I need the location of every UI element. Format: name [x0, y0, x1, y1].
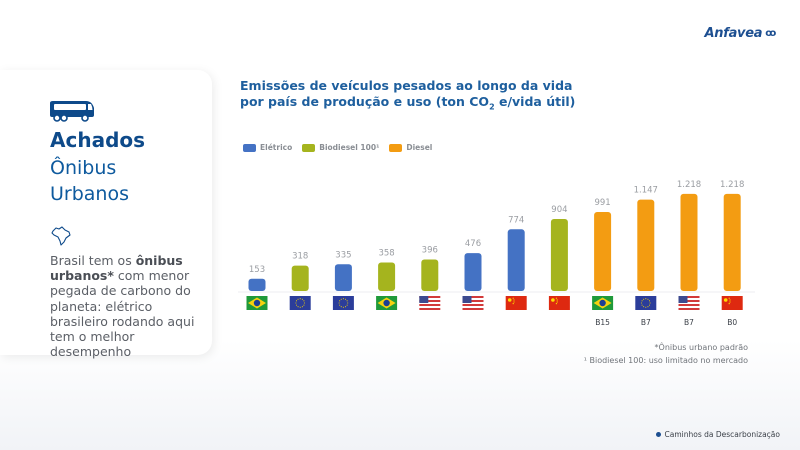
fuel-blend-label: B7: [684, 318, 694, 327]
legend-item-eletrico: Elétrico: [243, 143, 292, 152]
footer-text: Caminhos da Descarbonização: [664, 430, 780, 439]
legend-swatch-biodiesel: [302, 143, 316, 152]
bar-value-label: 476: [465, 239, 481, 249]
bullet-icon: [655, 432, 661, 437]
logo-text: Anfavea: [704, 26, 763, 41]
bar-biodiesel: [421, 259, 439, 291]
bar-value-label: 904: [551, 205, 567, 215]
flag-china-icon: [548, 296, 570, 310]
flag-brazil-icon: [592, 296, 614, 310]
bar-value-label: 1.147: [634, 186, 658, 196]
anfavea-logo: Anfavea ꝏ: [704, 26, 777, 41]
bar-eletrico: [464, 253, 482, 291]
bar-value-label: 1.218: [720, 180, 744, 190]
fuel-blend-label: B0: [727, 318, 737, 327]
bar-biodiesel: [378, 262, 396, 291]
bar-eletrico: [248, 278, 266, 291]
flag-eu-icon: [332, 296, 354, 310]
flag-usa-icon: [678, 296, 700, 310]
footer-section-label: Caminhos da Descarbonização: [655, 430, 780, 439]
findings-card: [0, 70, 212, 355]
bar-value-label: 991: [594, 198, 610, 208]
bar-value-label: 153: [249, 265, 265, 275]
bar-diesel: [637, 199, 655, 291]
footnote-2: ¹ Biodiesel 100: uso limitado no mercado: [583, 356, 748, 365]
flag-china-icon: [721, 296, 743, 310]
bar-value-label: 1.218: [677, 180, 701, 190]
legend-label: Diesel: [406, 143, 433, 152]
bar-biodiesel: [291, 265, 309, 291]
legend-swatch-diesel: [389, 143, 403, 152]
chart-legend: Elétrico Biodiesel 100¹ Diesel: [243, 143, 432, 152]
findings-description: Brasil tem os ônibus urbanos* com menor …: [50, 253, 210, 359]
background-decoration: [0, 340, 800, 450]
bar-eletrico: [507, 229, 525, 291]
legend-swatch-eletrico: [243, 143, 256, 152]
legend-label: Elétrico: [260, 143, 293, 152]
footnote-1: *Ônibus urbano padrão: [654, 343, 748, 352]
bar-diesel: [680, 193, 698, 291]
legend-item-diesel: Diesel: [389, 143, 432, 152]
flag-eu-icon: [635, 296, 657, 310]
bar-diesel: [723, 193, 741, 291]
bar-value-label: 774: [508, 215, 524, 225]
chart-title-line-1: Emissões de veículos pesados ao longo da…: [240, 78, 573, 93]
bar-value-label: 358: [378, 248, 394, 258]
subtitle-line-1: Ônibus: [50, 157, 117, 179]
section-subtitle: Ônibus Urbanos: [50, 155, 129, 207]
desc-bold-text: ônibus urbanos*: [50, 253, 183, 284]
legend-label: Biodiesel 100¹: [319, 143, 380, 152]
bar-value-label: 318: [292, 252, 308, 262]
desc-text-2: com menor pegada de carbono do planeta: …: [50, 268, 195, 360]
bar-diesel: [594, 212, 612, 291]
bar-biodiesel: [550, 218, 568, 291]
flag-china-icon: [505, 296, 527, 310]
desc-text-1: Brasil tem os: [50, 253, 136, 268]
fuel-blend-label: B7: [641, 318, 651, 327]
brazil-map-icon: [51, 226, 71, 246]
fuel-blend-label: B15: [595, 318, 610, 327]
flag-eu-icon: [289, 296, 311, 310]
bar-eletrico: [334, 264, 352, 291]
title-subscript: 2: [489, 102, 495, 112]
bus-icon: [50, 101, 94, 122]
chart-title-line-2: por país de produção e uso (ton CO2 e/vi…: [240, 94, 575, 116]
logo-mark-icon: ꝏ: [765, 28, 776, 39]
flag-brazil-icon: [376, 296, 398, 310]
flag-brazil-icon: [246, 296, 268, 310]
flag-usa-icon: [419, 296, 441, 310]
bar-value-label: 396: [422, 245, 438, 255]
title-text-end: e/vida útil): [494, 94, 576, 109]
footnotes: *Ônibus urbano padrão ¹ Biodiesel 100: u…: [584, 341, 748, 367]
title-text: por país de produção e uso (ton CO: [240, 94, 490, 109]
flag-usa-icon: [462, 296, 484, 310]
chart-title: Emissões de veículos pesados ao longo da…: [240, 78, 575, 116]
bar-value-label: 335: [335, 250, 351, 260]
subtitle-line-2: Urbanos: [50, 183, 129, 205]
legend-item-biodiesel: Biodiesel 100¹: [302, 143, 379, 152]
section-heading: Achados: [50, 128, 146, 152]
